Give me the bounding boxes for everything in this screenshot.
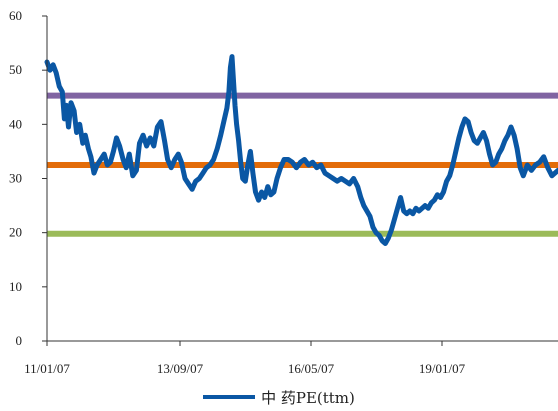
series-layer	[44, 54, 558, 246]
y-tick-label: 60	[9, 8, 22, 23]
y-tick-label: 40	[9, 116, 22, 131]
x-ticks: 11/01/07 13/09/07 16/05/07 19/01/07	[24, 341, 466, 376]
x-tick-label: 16/05/07	[288, 361, 335, 376]
legend-swatch	[203, 395, 256, 399]
legend: 中 药PE(ttm)	[0, 384, 558, 410]
y-tick-label: 10	[9, 279, 22, 294]
y-tick-label: 20	[9, 225, 22, 240]
y-ticks: 0 10 20 30 40 50 60	[9, 8, 47, 348]
x-tick-label: 11/01/07	[24, 361, 70, 376]
x-tick-label: 19/01/07	[419, 361, 466, 376]
series-line	[44, 54, 558, 246]
legend-label: 中 药PE(ttm)	[261, 388, 355, 407]
y-tick-label: 0	[16, 333, 23, 348]
y-tick-label: 30	[9, 171, 22, 186]
y-tick-label: 50	[9, 62, 22, 77]
x-tick-label: 13/09/07	[157, 361, 204, 376]
